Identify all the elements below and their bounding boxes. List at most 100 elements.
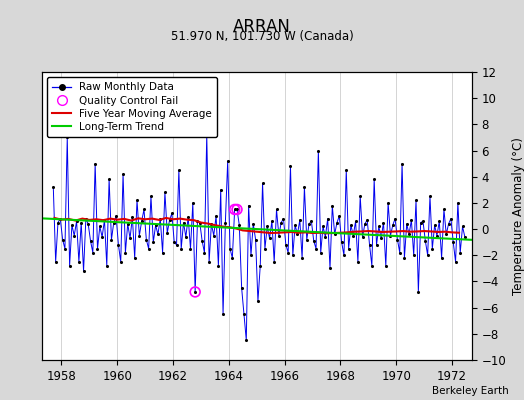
Text: ARRAN: ARRAN xyxy=(233,18,291,36)
Point xyxy=(444,221,453,227)
Point xyxy=(377,235,385,242)
Point xyxy=(195,219,204,226)
Point xyxy=(326,265,334,272)
Point xyxy=(210,232,218,239)
Point xyxy=(352,218,360,224)
Point xyxy=(407,217,416,223)
Point xyxy=(184,214,192,220)
Point xyxy=(154,231,162,238)
Point xyxy=(130,255,139,261)
Point xyxy=(289,252,297,258)
Point xyxy=(224,158,232,164)
Point xyxy=(119,171,127,177)
Point xyxy=(191,289,199,295)
Point xyxy=(231,206,239,213)
Point xyxy=(240,311,248,317)
Point xyxy=(446,216,455,222)
Point xyxy=(451,259,460,265)
Y-axis label: Temperature Anomaly (°C): Temperature Anomaly (°C) xyxy=(511,137,524,295)
Point xyxy=(112,213,121,219)
Point xyxy=(454,200,462,206)
Point xyxy=(312,246,320,252)
Point xyxy=(337,239,346,245)
Text: Berkeley Earth: Berkeley Earth xyxy=(432,386,508,396)
Point xyxy=(461,234,469,240)
Point xyxy=(75,259,83,265)
Point xyxy=(151,222,160,228)
Point xyxy=(84,221,92,227)
Point xyxy=(182,234,190,240)
Point xyxy=(293,231,302,238)
Point xyxy=(263,223,271,230)
Point xyxy=(140,206,148,213)
Point xyxy=(396,250,404,256)
Point xyxy=(344,246,353,252)
Point xyxy=(233,206,241,213)
Point xyxy=(356,193,364,200)
Point xyxy=(200,250,209,256)
Point xyxy=(433,232,441,239)
Point xyxy=(91,160,100,167)
Point xyxy=(349,232,357,239)
Point xyxy=(277,219,286,226)
Point xyxy=(247,252,255,258)
Point xyxy=(291,222,299,228)
Point xyxy=(296,217,304,223)
Point xyxy=(256,262,265,269)
Point xyxy=(166,217,174,223)
Point xyxy=(335,213,344,219)
Point xyxy=(72,218,81,224)
Point xyxy=(66,262,74,269)
Point xyxy=(316,250,325,256)
Point xyxy=(193,218,202,224)
Point xyxy=(423,252,432,258)
Point xyxy=(379,219,388,226)
Point xyxy=(93,246,102,252)
Point xyxy=(242,337,250,344)
Point xyxy=(107,236,116,243)
Point xyxy=(272,206,281,213)
Point xyxy=(412,197,420,204)
Point xyxy=(307,218,315,224)
Point xyxy=(147,193,155,200)
Point xyxy=(302,236,311,243)
Point xyxy=(116,259,125,265)
Point xyxy=(128,214,137,220)
Point xyxy=(410,252,418,258)
Point xyxy=(95,223,104,230)
Point xyxy=(207,221,215,227)
Point xyxy=(398,160,406,167)
Point xyxy=(203,132,211,138)
Point xyxy=(168,210,176,216)
Point xyxy=(286,163,294,170)
Point xyxy=(358,234,367,240)
Point xyxy=(198,238,206,244)
Point xyxy=(430,222,439,228)
Point xyxy=(89,250,97,256)
Point xyxy=(61,246,69,252)
Point xyxy=(438,255,446,261)
Point xyxy=(393,236,401,243)
Point xyxy=(233,206,241,213)
Point xyxy=(368,262,376,269)
Point xyxy=(59,236,67,243)
Point xyxy=(361,221,369,227)
Point xyxy=(363,217,372,223)
Point xyxy=(268,218,276,224)
Point xyxy=(328,202,336,209)
Point xyxy=(298,255,307,261)
Point xyxy=(51,259,60,265)
Point xyxy=(333,219,341,226)
Point xyxy=(270,259,278,265)
Point xyxy=(98,234,106,240)
Point xyxy=(458,223,467,230)
Point xyxy=(435,218,443,224)
Point xyxy=(68,222,76,228)
Point xyxy=(373,242,381,248)
Point xyxy=(189,200,197,206)
Point xyxy=(56,216,64,222)
Point xyxy=(249,221,257,227)
Point xyxy=(400,255,409,261)
Point xyxy=(205,259,213,265)
Point xyxy=(226,246,234,252)
